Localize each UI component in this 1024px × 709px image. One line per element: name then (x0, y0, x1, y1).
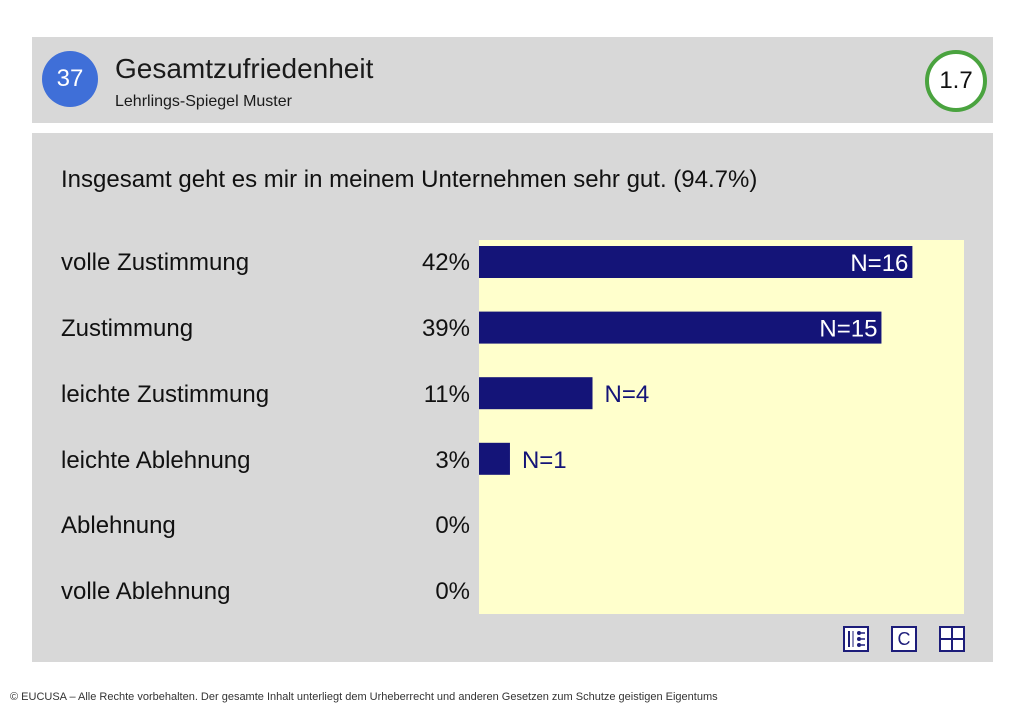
percent-label: 0% (435, 578, 470, 605)
category-label: Zustimmung (61, 315, 194, 342)
question-text: Insgesamt geht es mir in meinem Unterneh… (61, 166, 758, 193)
count-label: N=4 (605, 381, 650, 408)
count-label: N=16 (850, 250, 908, 277)
percent-label: 39% (421, 315, 470, 342)
score-badge: 1.7 (925, 50, 987, 112)
count-label: N=15 (819, 316, 877, 343)
copyright-footer: © EUCUSA – Alle Rechte vorbehalten. Der … (10, 691, 718, 703)
percent-label: 42% (421, 249, 470, 276)
count-label: N=1 (522, 447, 567, 474)
bar (479, 246, 913, 278)
category-label: leichte Ablehnung (61, 447, 251, 474)
percent-label: 0% (435, 512, 470, 539)
grid-icon[interactable] (939, 626, 965, 652)
header-bar (32, 37, 993, 123)
bar (479, 311, 882, 344)
bar (479, 442, 510, 475)
category-label: leichte Zustimmung (61, 381, 270, 408)
slide-number-badge: 37 (42, 51, 98, 107)
bar-chart: N=16 N=15 N=4 N=1 (479, 240, 964, 614)
page-title: Gesamtzufriedenheit (115, 53, 374, 84)
c-icon[interactable]: C (891, 626, 917, 652)
category-label: Ablehnung (61, 512, 176, 539)
percent-label: 11% (423, 381, 470, 408)
plot-background (479, 240, 964, 614)
list-icon[interactable] (843, 626, 869, 652)
page-subtitle: Lehrlings-Spiegel Muster (115, 93, 292, 110)
category-label: volle Ablehnung (61, 578, 231, 605)
percent-label: 3% (435, 447, 470, 474)
bar (479, 377, 593, 410)
category-label: volle Zustimmung (61, 249, 250, 276)
